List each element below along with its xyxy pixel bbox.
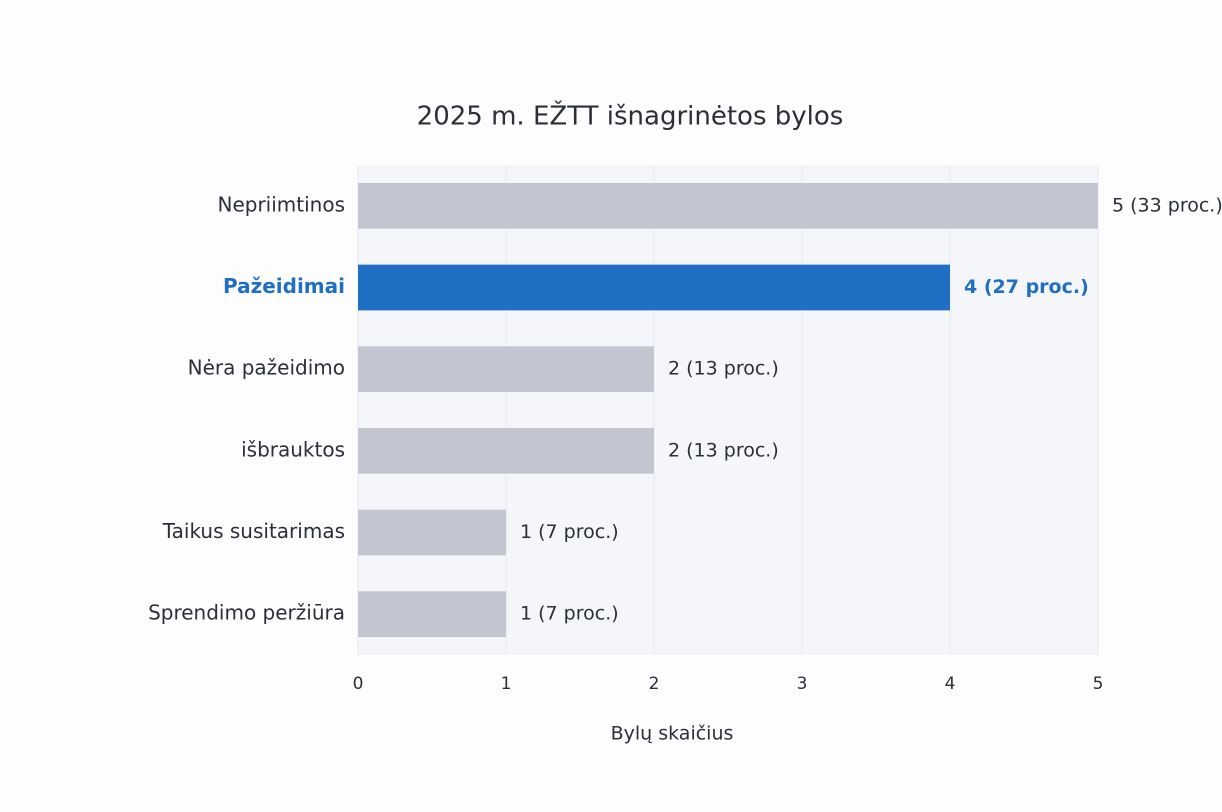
chart-title: 2025 m. EŽTT išnagrinėtos bylos — [417, 100, 844, 132]
x-tick-label: 0 — [353, 674, 364, 694]
category-label: išbrauktos — [241, 437, 345, 461]
category-label: Pažeidimai — [223, 274, 345, 298]
plot-area — [358, 165, 1098, 655]
value-label: 1 (7 proc.) — [520, 603, 619, 625]
category-label: Sprendimo peržiūra — [148, 601, 345, 625]
x-tick-label: 5 — [1093, 674, 1104, 694]
value-label: 2 (13 proc.) — [668, 439, 779, 461]
value-label: 2 (13 proc.) — [668, 358, 779, 380]
category-label: Nepriimtinos — [217, 192, 345, 216]
x-tick-label: 2 — [649, 674, 660, 694]
bar — [358, 346, 654, 393]
bar — [358, 509, 506, 556]
category-label: Taikus susitarimas — [162, 519, 345, 543]
category-label: Nėra pažeidimo — [188, 356, 345, 380]
value-label: 4 (27 proc.) — [964, 276, 1089, 298]
bar — [358, 264, 950, 311]
bar — [358, 591, 506, 638]
x-tick-label: 4 — [945, 674, 956, 694]
x-axis-label: Bylų skaičius — [611, 723, 734, 745]
value-label: 5 (33 proc.) — [1112, 194, 1222, 216]
value-label: 1 (7 proc.) — [520, 521, 619, 543]
x-tick-label: 1 — [501, 674, 512, 694]
x-tick-label: 3 — [797, 674, 808, 694]
bar — [358, 182, 1098, 229]
bar — [358, 427, 654, 474]
